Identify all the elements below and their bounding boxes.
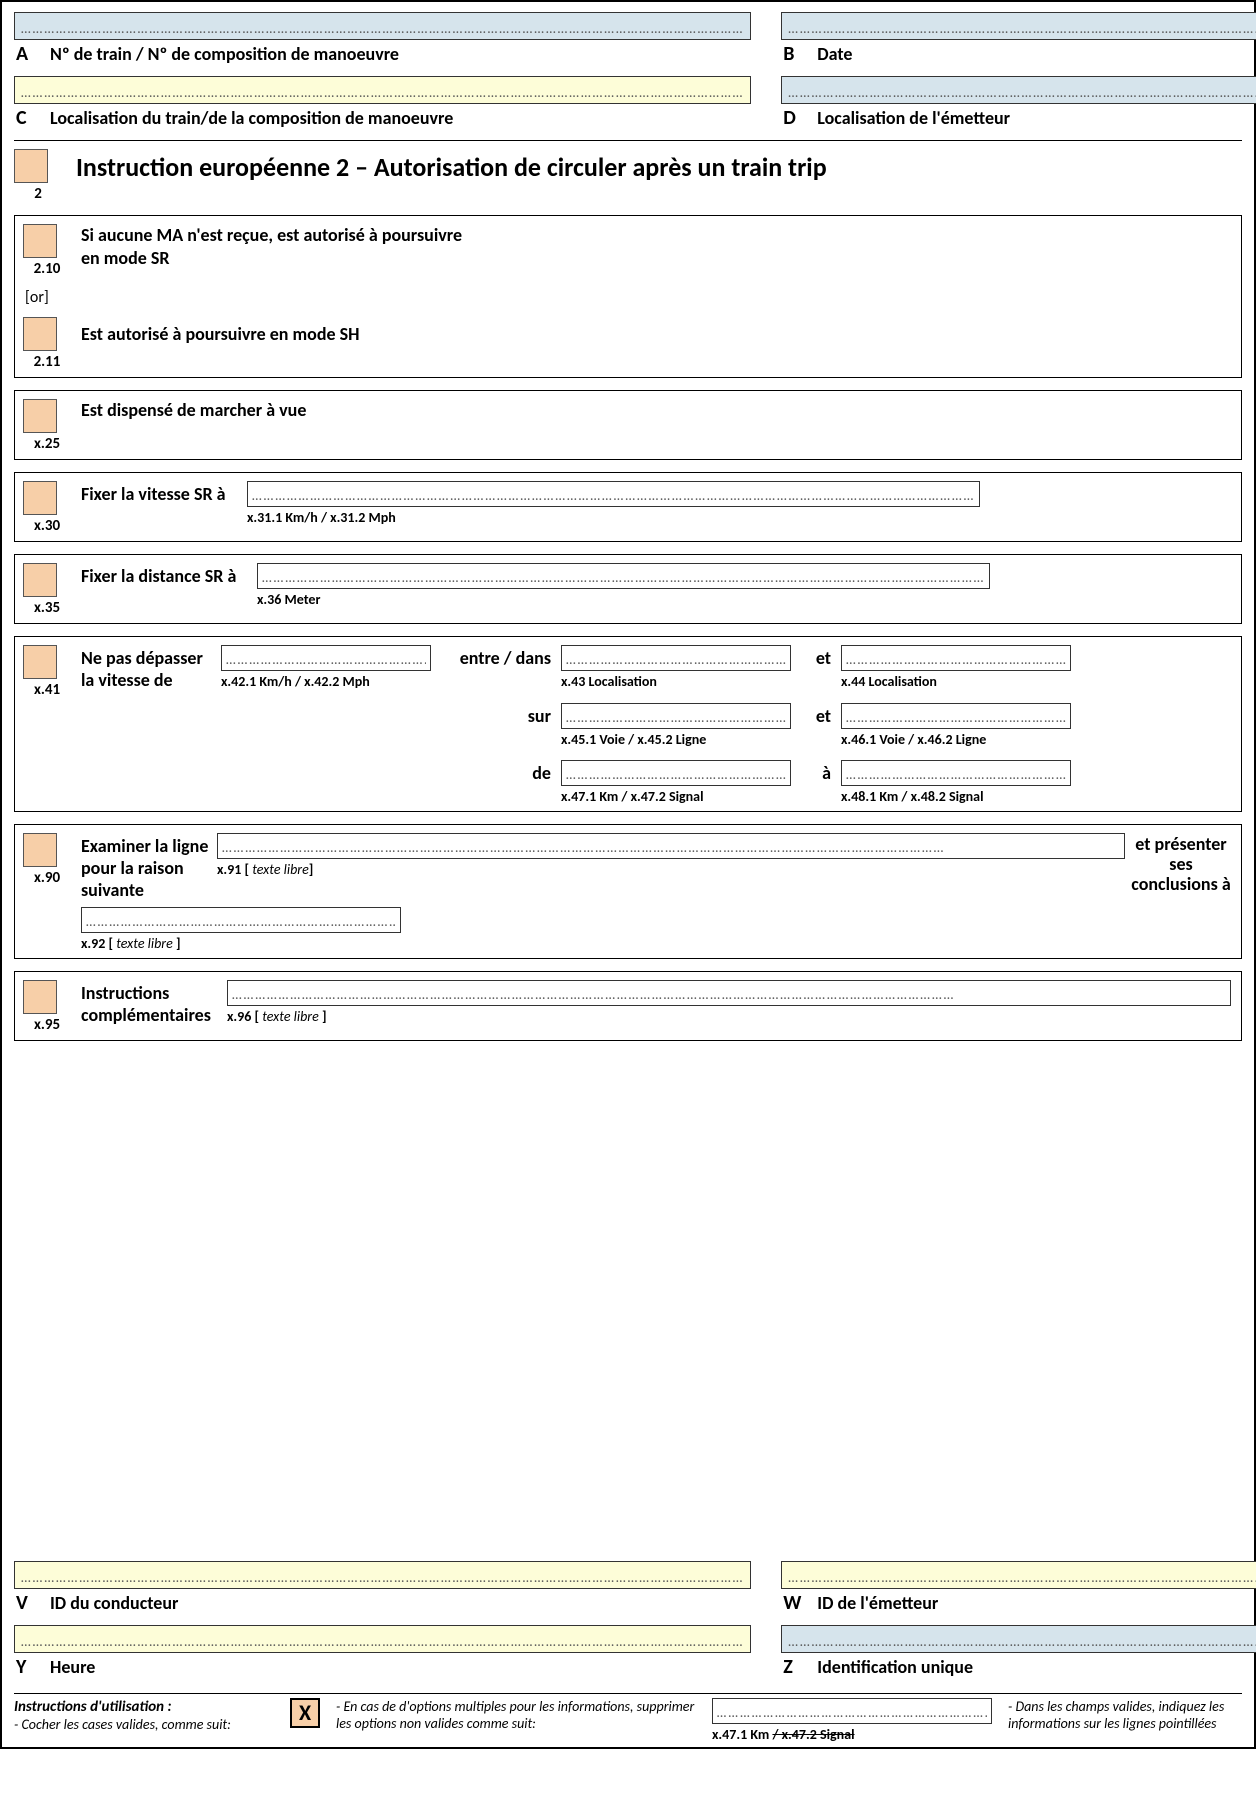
field-c[interactable]: ……………………………………………………………………………………………………………: [14, 76, 751, 104]
label-x41: Ne pas dépasser la vitesse de: [81, 645, 211, 691]
field-v[interactable]: ……………………………………………………………………………………………………………: [14, 1561, 751, 1589]
num-x41: x.41: [23, 681, 71, 699]
text-2-10: Si aucune MA n'est reçue, est autorisé à…: [81, 224, 481, 269]
caption-x92: x.92 [ texte libre ]: [81, 933, 401, 952]
conn-a: à: [801, 760, 831, 784]
checkbox-x90[interactable]: [23, 833, 57, 867]
caption-x91: x.91 [ texte libre]: [217, 859, 1125, 878]
caption-x36: x.36 Meter: [257, 589, 990, 608]
checkbox-2[interactable]: [14, 149, 48, 183]
label-a: A Nº de train / Nº de composition de man…: [14, 40, 751, 72]
conn-et2: et: [801, 703, 831, 727]
text-x25: Est dispensé de marcher à vue: [81, 399, 1231, 422]
num-x35: x.35: [23, 599, 71, 617]
footer-col2: - En cas de d'options multiples pour les…: [336, 1698, 696, 1732]
label-x35: Fixer la distance SR à: [81, 563, 251, 587]
conn-entre: entre / dans: [441, 645, 551, 669]
text-2-11: Est autorisé à poursuivre en mode SH: [81, 323, 1231, 346]
label-x30: Fixer la vitesse SR à: [81, 481, 241, 505]
field-d[interactable]: ……………………………………………………………………………………………………………: [781, 76, 1256, 104]
label-y: YHeure: [14, 1653, 751, 1685]
field-y[interactable]: ……………………………………………………………………………………………………………: [14, 1625, 751, 1653]
or-label: [or]: [25, 288, 71, 307]
num-2-10: 2.10: [23, 260, 71, 278]
caption-x47: x.47.1 Km / x.47.2 Signal: [561, 786, 791, 805]
conn-de: de: [441, 760, 551, 784]
conn-present: et présenter ses conclusions à: [1131, 833, 1231, 894]
footer-col1: - Cocher les cases valides, comme suit:: [14, 1716, 274, 1733]
field-a[interactable]: ……………………………………………………………………………………………………………: [14, 12, 751, 40]
caption-x31: x.31.1 Km/h / x.31.2 Mph: [247, 507, 980, 526]
field-x44[interactable]: ……………………………………………………………………………………………………………: [841, 645, 1071, 671]
footer-title: Instructions d'utilisation :: [14, 1698, 274, 1716]
caption-x42: x.42.1 Km/h / x.42.2 Mph: [221, 671, 431, 690]
caption-x43: x.43 Localisation: [561, 671, 791, 690]
field-x48[interactable]: ……………………………………………………………………………………………………………: [841, 760, 1071, 786]
field-z[interactable]: ……………………………………………………………………………………………………………: [781, 1625, 1256, 1653]
num-x95: x.95: [23, 1016, 71, 1034]
checkbox-2-11[interactable]: [23, 317, 57, 351]
caption-x46: x.46.1 Voie / x.46.2 Ligne: [841, 729, 1071, 748]
example-x-box: X: [290, 1698, 320, 1728]
field-x92[interactable]: ……………………………………………………………………………………………………………: [81, 907, 401, 933]
footer-col4: - Dans les champs valides, indiquez les …: [1008, 1698, 1242, 1732]
checkbox-x41[interactable]: [23, 645, 57, 679]
checkbox-2-10[interactable]: [23, 224, 57, 258]
caption-x45: x.45.1 Voie / x.45.2 Ligne: [561, 729, 791, 748]
num-x30: x.30: [23, 517, 71, 535]
caption-x44: x.44 Localisation: [841, 671, 1071, 690]
field-x47[interactable]: ……………………………………………………………………………………………………………: [561, 760, 791, 786]
field-x96[interactable]: ……………………………………………………………………………………………………………: [227, 980, 1231, 1006]
label-x90: Examiner la ligne pour la raison suivant…: [81, 833, 211, 901]
num-x90: x.90: [23, 869, 71, 887]
label-b: B Date: [781, 40, 1256, 72]
label-d: D Localisation de l'émetteur: [781, 104, 1256, 136]
field-x45[interactable]: ……………………………………………………………………………………………………………: [561, 703, 791, 729]
field-x42[interactable]: ……………………………………………………………………………………………………………: [221, 645, 431, 671]
field-x46[interactable]: ……………………………………………………………………………………………………………: [841, 703, 1071, 729]
footer-example-caption: x.47.1 Km / x.47.2 Signal: [712, 1724, 992, 1743]
label-c: C Localisation du train/de la compositio…: [14, 104, 751, 136]
checkbox-x30[interactable]: [23, 481, 57, 515]
conn-et1: et: [801, 645, 831, 669]
field-x31[interactable]: ……………………………………………………………………………………………………………: [247, 481, 980, 507]
label-z: ZIdentification unique: [781, 1653, 1256, 1685]
num-2-11: 2.11: [23, 353, 71, 371]
label-w: WID de l'émetteur: [781, 1589, 1256, 1621]
checkbox-x35[interactable]: [23, 563, 57, 597]
caption-x48: x.48.1 Km / x.48.2 Signal: [841, 786, 1071, 805]
field-w[interactable]: ……………………………………………………………………………………………………………: [781, 1561, 1256, 1589]
num-x25: x.25: [23, 435, 71, 453]
field-x36[interactable]: ……………………………………………………………………………………………………………: [257, 563, 990, 589]
caption-x96: x.96 [ texte libre ]: [227, 1006, 1231, 1025]
conn-sur: sur: [441, 703, 551, 727]
footer-example-field: ……………………………………………………………………………………………………………: [712, 1698, 992, 1724]
label-x95: Instructions complémentaires: [81, 980, 221, 1026]
checkbox-x95[interactable]: [23, 980, 57, 1014]
field-x43[interactable]: ……………………………………………………………………………………………………………: [561, 645, 791, 671]
num-2: 2: [14, 185, 62, 203]
field-x91[interactable]: ……………………………………………………………………………………………………………: [217, 833, 1125, 859]
field-b[interactable]: ……………………………………………………………………………………………………………: [781, 12, 1256, 40]
checkbox-x25[interactable]: [23, 399, 57, 433]
page-title: Instruction européenne 2 – Autorisation …: [76, 149, 827, 183]
label-v: VID du conducteur: [14, 1589, 751, 1621]
